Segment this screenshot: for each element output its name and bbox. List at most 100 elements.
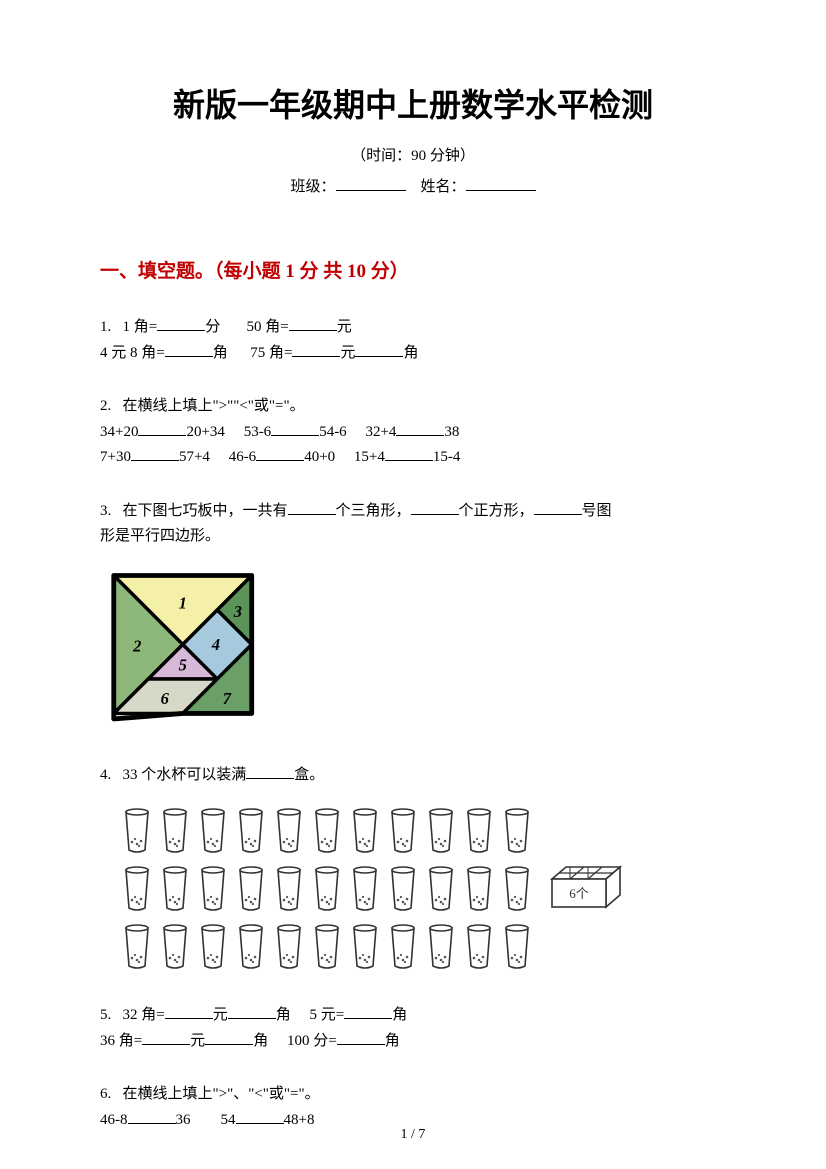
cups-figure: 6个	[120, 808, 726, 975]
cup-icon	[348, 866, 382, 917]
subtitle: （时间：90 分钟）	[100, 144, 726, 165]
cup-icon	[158, 924, 192, 975]
cup-icon	[386, 924, 420, 975]
cup-icon	[500, 866, 534, 917]
q1-blank-2[interactable]	[289, 316, 337, 331]
q1-blank-3[interactable]	[165, 342, 213, 357]
q2-blank-6[interactable]	[385, 446, 433, 461]
q6-blank-1[interactable]	[128, 1109, 176, 1124]
cup-icon	[120, 866, 154, 917]
cup-icon	[272, 866, 306, 917]
q5-a2: 元	[213, 1007, 228, 1023]
cup-icon	[462, 866, 496, 917]
q4-blank-1[interactable]	[246, 764, 294, 779]
q2-blank-2[interactable]	[271, 421, 319, 436]
cup-icon	[348, 808, 382, 859]
cup-icon	[158, 866, 192, 917]
cup-icon	[158, 808, 192, 859]
q1-l2c: 75 角=	[250, 345, 292, 361]
cup-icon	[424, 866, 458, 917]
q5-a3: 角	[276, 1007, 291, 1023]
q5-a1: 32 角=	[123, 1007, 165, 1023]
q2-r1-5: 38	[444, 424, 459, 440]
q5-c2: 元	[190, 1033, 205, 1049]
q5-blank-5[interactable]	[205, 1030, 253, 1045]
q6-r1a: 46-8	[100, 1112, 128, 1128]
q5-b1: 5 元=	[310, 1007, 345, 1023]
q2-r1-2: 53-6	[244, 424, 272, 440]
cup-icon	[234, 866, 268, 917]
question-3: 3. 在下图七巧板中，一共有个三角形，个正方形，号图 形是平行四边形。	[100, 499, 726, 550]
cup-icon	[120, 808, 154, 859]
q1-l2e: 角	[403, 345, 418, 361]
question-5: 5. 32 角=元角 5 元=角 36 角=元角 100 分=角	[100, 1003, 726, 1054]
q2-prompt: 在横线上填上">""<"或"="。	[123, 398, 305, 414]
cup-icon	[348, 924, 382, 975]
q5-blank-6[interactable]	[337, 1030, 385, 1045]
cup-icon	[310, 924, 344, 975]
student-info: 班级： 姓名：	[100, 175, 726, 196]
q2-r1-3: 54-6	[319, 424, 347, 440]
q1-p2b: 元	[337, 319, 352, 335]
cup-icon	[424, 924, 458, 975]
q1-num: 1.	[100, 319, 111, 335]
cup-icon	[196, 924, 230, 975]
q2-r2-0: 7+30	[100, 449, 131, 465]
cup-icon	[234, 808, 268, 859]
q3-num: 3.	[100, 503, 111, 519]
q6-r1c: 54	[221, 1112, 236, 1128]
q1-blank-1[interactable]	[157, 316, 205, 331]
page-number: 1 / 7	[0, 1127, 826, 1143]
question-4: 4. 33 个水杯可以装满盒。	[100, 763, 726, 789]
cup-icon	[310, 866, 344, 917]
q1-p1a: 1 角=	[123, 319, 158, 335]
q3-t1: 在下图七巧板中，一共有	[123, 503, 288, 519]
q5-blank-3[interactable]	[344, 1004, 392, 1019]
q3-t3: 个正方形，	[459, 503, 534, 519]
q3-blank-1[interactable]	[288, 500, 336, 515]
q2-blank-4[interactable]	[131, 446, 179, 461]
q2-r2-4: 15+4	[354, 449, 385, 465]
q2-blank-1[interactable]	[138, 421, 186, 436]
q1-p1b: 分	[205, 319, 220, 335]
q6-r1d: 48+8	[284, 1112, 315, 1128]
q2-r2-2: 46-6	[229, 449, 257, 465]
cup-icon	[310, 808, 344, 859]
svg-text:6: 6	[161, 688, 170, 707]
q1-l2d: 元	[340, 345, 355, 361]
q2-blank-3[interactable]	[396, 421, 444, 436]
q6-num: 6.	[100, 1086, 111, 1102]
q6-prompt: 在横线上填上">"、"<"或"="。	[123, 1086, 320, 1102]
q2-r2-5: 15-4	[433, 449, 461, 465]
q3-blank-3[interactable]	[534, 500, 582, 515]
q2-r1-1: 20+34	[186, 424, 224, 440]
class-label: 班级：	[290, 179, 335, 195]
cup-icon	[120, 924, 154, 975]
cup-icon	[272, 808, 306, 859]
cup-row	[120, 924, 726, 975]
svg-text:2: 2	[132, 636, 141, 655]
q3-t5: 形是平行四边形。	[100, 528, 220, 544]
name-label: 姓名：	[421, 179, 466, 195]
q2-blank-5[interactable]	[256, 446, 304, 461]
q5-d2: 角	[385, 1033, 400, 1049]
page-title: 新版一年级期中上册数学水平检测	[100, 80, 726, 126]
cup-icon	[272, 924, 306, 975]
q5-blank-4[interactable]	[142, 1030, 190, 1045]
q1-blank-4[interactable]	[292, 342, 340, 357]
q6-blank-2[interactable]	[236, 1109, 284, 1124]
q1-blank-5[interactable]	[355, 342, 403, 357]
tangram-figure: 1234567	[108, 570, 726, 735]
q5-d1: 100 分=	[287, 1033, 337, 1049]
name-blank[interactable]	[466, 176, 536, 191]
q3-blank-2[interactable]	[411, 500, 459, 515]
svg-text:7: 7	[223, 688, 232, 707]
question-1: 1. 1 角=分 50 角=元 4 元 8 角=角 75 角=元角	[100, 315, 726, 366]
cup-icon	[462, 808, 496, 859]
box-icon: 6个	[538, 865, 622, 918]
class-blank[interactable]	[336, 176, 406, 191]
q5-blank-2[interactable]	[228, 1004, 276, 1019]
q5-blank-1[interactable]	[165, 1004, 213, 1019]
svg-text:5: 5	[179, 655, 187, 674]
q2-r1-4: 32+4	[365, 424, 396, 440]
